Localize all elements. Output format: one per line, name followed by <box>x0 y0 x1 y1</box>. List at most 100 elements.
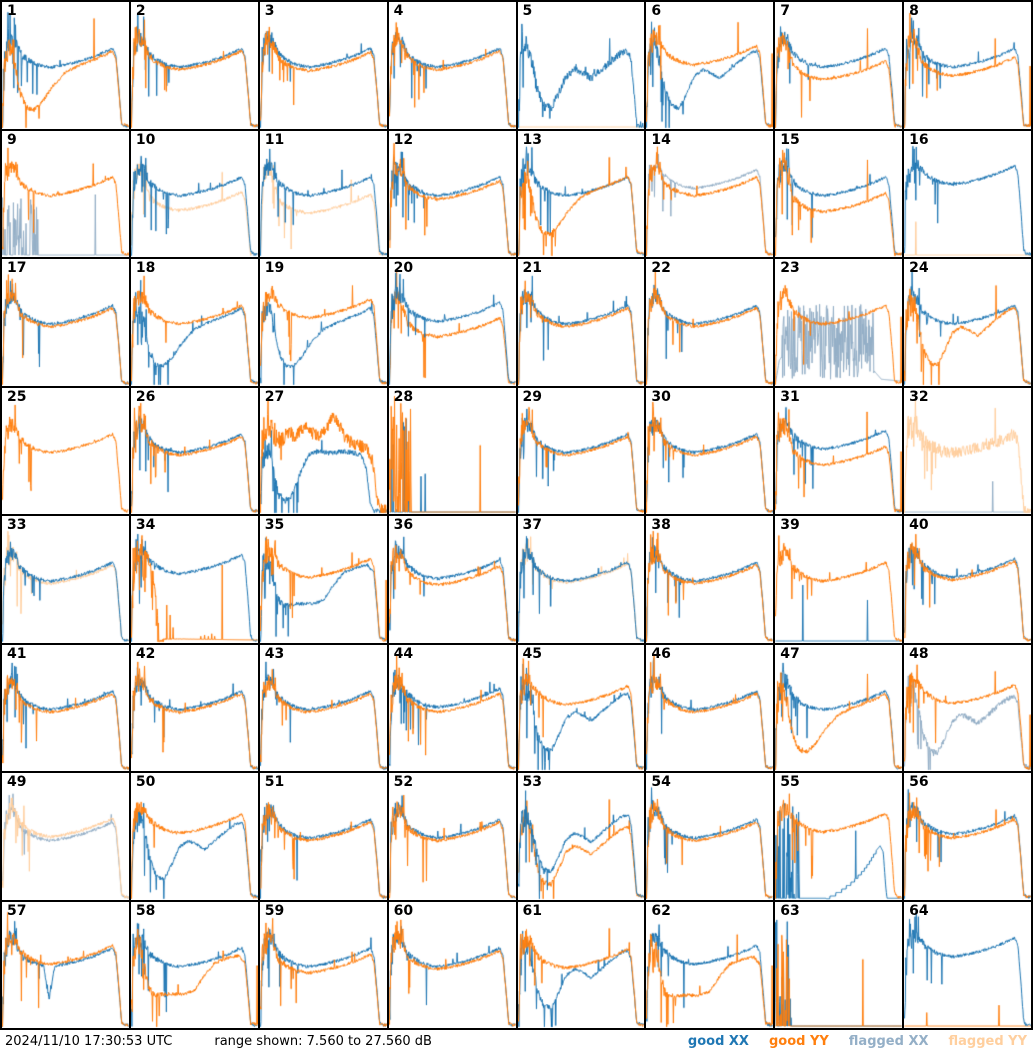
antenna-panel: 46 <box>646 644 774 771</box>
antenna-panel: 58 <box>130 901 258 1028</box>
antenna-number: 35 <box>264 517 285 533</box>
antenna-number: 48 <box>909 645 929 662</box>
antenna-number: 46 <box>651 645 671 662</box>
antenna-panel: 57 <box>2 901 129 1028</box>
antenna-panel: 55 <box>775 773 903 900</box>
antenna-panel: 24 <box>904 259 1031 386</box>
antenna-number: 43 <box>264 645 285 662</box>
antenna-panel: 53 <box>517 773 645 900</box>
spectrum-plot <box>259 2 387 129</box>
antenna-number: 10 <box>135 131 156 148</box>
spectrum-plot <box>517 516 645 643</box>
antenna-panel: 35 <box>259 516 387 643</box>
antenna-number: 57 <box>7 902 27 919</box>
antenna-number: 39 <box>780 517 800 533</box>
spectrum-plot <box>259 901 387 1028</box>
antenna-number: 18 <box>135 260 156 276</box>
antenna-panel: 51 <box>259 773 387 900</box>
antenna-number: 23 <box>780 260 800 276</box>
spectrum-plot <box>646 901 774 1028</box>
spectrum-plot <box>646 387 774 514</box>
antenna-panel: 12 <box>388 130 516 257</box>
spectrum-plot <box>259 130 387 257</box>
antenna-panel: 7 <box>775 2 903 129</box>
spectrum-plot <box>388 901 516 1028</box>
antenna-number: 1 <box>7 3 17 19</box>
antenna-panel: 43 <box>259 644 387 771</box>
antenna-number: 51 <box>264 774 285 790</box>
antenna-number: 12 <box>393 131 414 148</box>
spectrum-plot <box>130 644 258 771</box>
antenna-number: 15 <box>780 131 800 148</box>
antenna-panel: 29 <box>517 387 645 514</box>
spectrum-plot <box>646 516 774 643</box>
antenna-panel: 30 <box>646 387 774 514</box>
spectrum-plot <box>646 2 774 129</box>
antenna-panel: 21 <box>517 259 645 386</box>
spectrum-plot <box>2 130 129 257</box>
antenna-panel: 63 <box>775 901 903 1028</box>
legend-item-good-xx: good XX <box>687 1034 749 1049</box>
antenna-panel: 61 <box>517 901 645 1028</box>
antenna-number: 11 <box>264 131 285 148</box>
antenna-number: 31 <box>780 388 800 405</box>
antenna-panel: 38 <box>646 516 774 643</box>
spectrum-plot <box>646 130 774 257</box>
spectrum-plot <box>904 901 1031 1028</box>
spectrum-plot <box>130 387 258 514</box>
antenna-number: 47 <box>780 645 800 662</box>
spectrum-plot <box>517 773 645 900</box>
spectrum-plot <box>904 130 1031 257</box>
antenna-number: 56 <box>909 774 929 790</box>
antenna-number: 54 <box>651 774 671 790</box>
spectrum-plot <box>259 644 387 771</box>
antenna-number: 61 <box>522 902 542 919</box>
spectrum-plot <box>775 2 903 129</box>
antenna-panel: 14 <box>646 130 774 257</box>
antenna-number: 25 <box>7 388 27 405</box>
spectrum-plot <box>259 773 387 900</box>
spectrum-plot <box>2 259 129 386</box>
spectrum-plot <box>517 644 645 771</box>
antenna-panel: 1 <box>2 2 129 129</box>
antenna-panel: 62 <box>646 901 774 1028</box>
antenna-panel: 25 <box>2 387 129 514</box>
spectrum-plot <box>130 773 258 900</box>
spectrum-plot <box>775 773 903 900</box>
timestamp: 2024/11/10 17:30:53 UTC <box>5 1034 173 1049</box>
antenna-panel: 15 <box>775 130 903 257</box>
spectrum-plot <box>775 130 903 257</box>
spectrum-plot <box>130 516 258 643</box>
antenna-number: 52 <box>393 774 414 790</box>
antenna-panel: 37 <box>517 516 645 643</box>
antenna-panel: 22 <box>646 259 774 386</box>
antenna-number: 28 <box>393 388 414 405</box>
antenna-number: 32 <box>909 388 929 405</box>
antenna-number: 33 <box>7 517 27 533</box>
antenna-number: 42 <box>135 645 156 662</box>
spectrum-plot <box>775 387 903 514</box>
antenna-number: 59 <box>264 902 285 919</box>
spectrum-plot <box>259 387 387 514</box>
antenna-panel: 10 <box>130 130 258 257</box>
antenna-number: 20 <box>393 260 414 276</box>
antenna-number: 30 <box>651 388 671 405</box>
antenna-panel: 49 <box>2 773 129 900</box>
antenna-number: 55 <box>780 774 800 790</box>
spectrum-plot <box>388 516 516 643</box>
spectrum-plot <box>130 901 258 1028</box>
antenna-panel: 26 <box>130 387 258 514</box>
antenna-panel: 23 <box>775 259 903 386</box>
antenna-number: 19 <box>264 260 285 276</box>
antenna-panel: 44 <box>388 644 516 771</box>
antenna-panel: 47 <box>775 644 903 771</box>
antenna-panel: 64 <box>904 901 1031 1028</box>
antenna-panel: 33 <box>2 516 129 643</box>
antenna-panel: 42 <box>130 644 258 771</box>
spectrum-plot <box>904 516 1031 643</box>
antenna-panel: 41 <box>2 644 129 771</box>
antenna-number: 64 <box>909 902 929 919</box>
antenna-panel: 8 <box>904 2 1031 129</box>
spectrum-plot <box>904 644 1031 771</box>
antenna-panel: 36 <box>388 516 516 643</box>
